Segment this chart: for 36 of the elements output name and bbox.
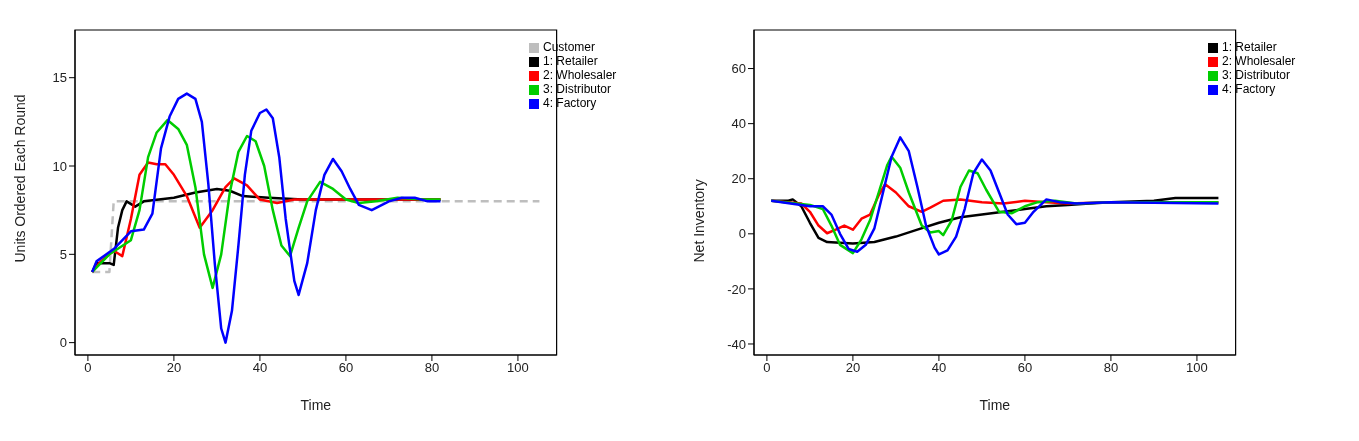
- legend-label: 4: Factory: [543, 96, 597, 110]
- x-tick-label: 0: [763, 360, 771, 376]
- y-tick-label: 0: [738, 226, 746, 242]
- x-axis-title: Time: [979, 397, 1011, 413]
- x-tick-label: 80: [1103, 360, 1119, 376]
- y-tick-label: 5: [59, 246, 67, 262]
- x-tick-label: 0: [84, 360, 92, 376]
- y-tick-label: 15: [52, 70, 67, 86]
- y-tick-label: 10: [52, 158, 67, 174]
- line-series: [90, 92, 442, 344]
- legend-label: 1: Retailer: [1222, 40, 1277, 54]
- line-series: [769, 136, 1220, 256]
- x-tick-label: 40: [931, 360, 947, 376]
- legend-label: 4: Factory: [1222, 82, 1276, 96]
- y-tick-label: -40: [727, 336, 746, 352]
- x-tick-label: 20: [166, 360, 182, 376]
- x-tick-label: 60: [338, 360, 354, 376]
- legend-label: 2: Wholesaler: [1222, 54, 1296, 68]
- legend-label: 1: Retailer: [543, 54, 598, 68]
- legend-label: 3: Distributor: [1222, 68, 1291, 82]
- x-tick-label: 80: [424, 360, 440, 376]
- x-tick-label: 40: [252, 360, 268, 376]
- y-tick-label: 40: [731, 116, 746, 132]
- legend-label: 2: Wholesaler: [543, 68, 617, 82]
- y-tick-label: 20: [731, 171, 746, 187]
- x-tick-label: 20: [845, 360, 861, 376]
- y-tick-label: -20: [727, 281, 746, 297]
- legend-label: 3: Distributor: [543, 82, 612, 96]
- x-tick-label: 100: [1186, 360, 1208, 376]
- x-axis-title: Time: [300, 397, 332, 413]
- y-tick-label: 0: [59, 335, 67, 351]
- y-tick-label: 60: [731, 61, 746, 77]
- y-axis-title: Net Inventory: [690, 179, 707, 263]
- x-tick-label: 100: [507, 360, 529, 376]
- x-tick-label: 60: [1017, 360, 1033, 376]
- y-axis-title: Units Ordered Each Round: [11, 94, 28, 263]
